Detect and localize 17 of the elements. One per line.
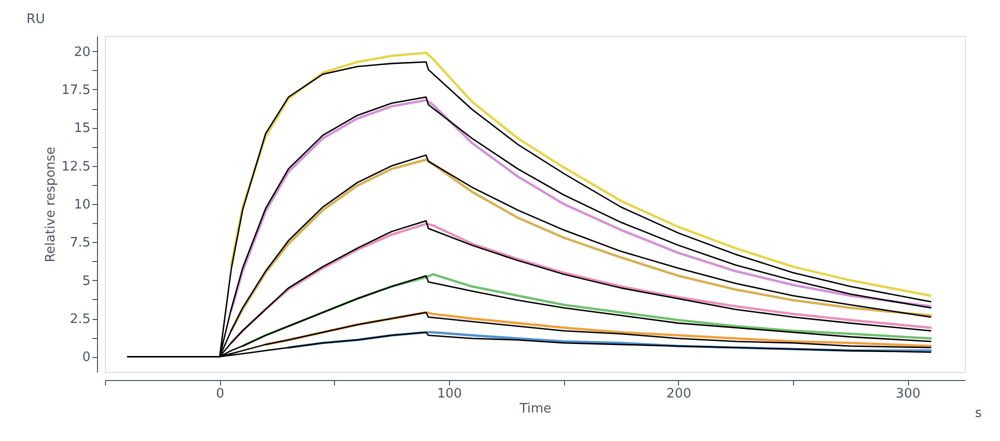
x-tick-label: 100 [437,386,462,402]
x-tick-label: 200 [666,386,692,402]
y-tick-label: 2.5 [70,312,90,328]
y-axis-title: Relative response [44,146,59,262]
y-tick-label: 17.5 [62,82,90,98]
text: RU [26,12,45,27]
y-tick-label: 10 [74,198,90,212]
y-tick-label: 12.5 [62,159,90,174]
y-tick-label: 5 [82,274,90,289]
x-axis-title: Time [518,402,552,416]
y-tick-label: 0 [82,350,90,366]
x-tick-label: 0 [216,386,224,402]
y-tick-label: 15 [74,121,90,136]
y-tick-label: 7.5 [70,236,90,251]
text: s [975,406,982,421]
y-tick-label: 20 [74,44,90,60]
x-tick-label: 300 [896,386,921,402]
